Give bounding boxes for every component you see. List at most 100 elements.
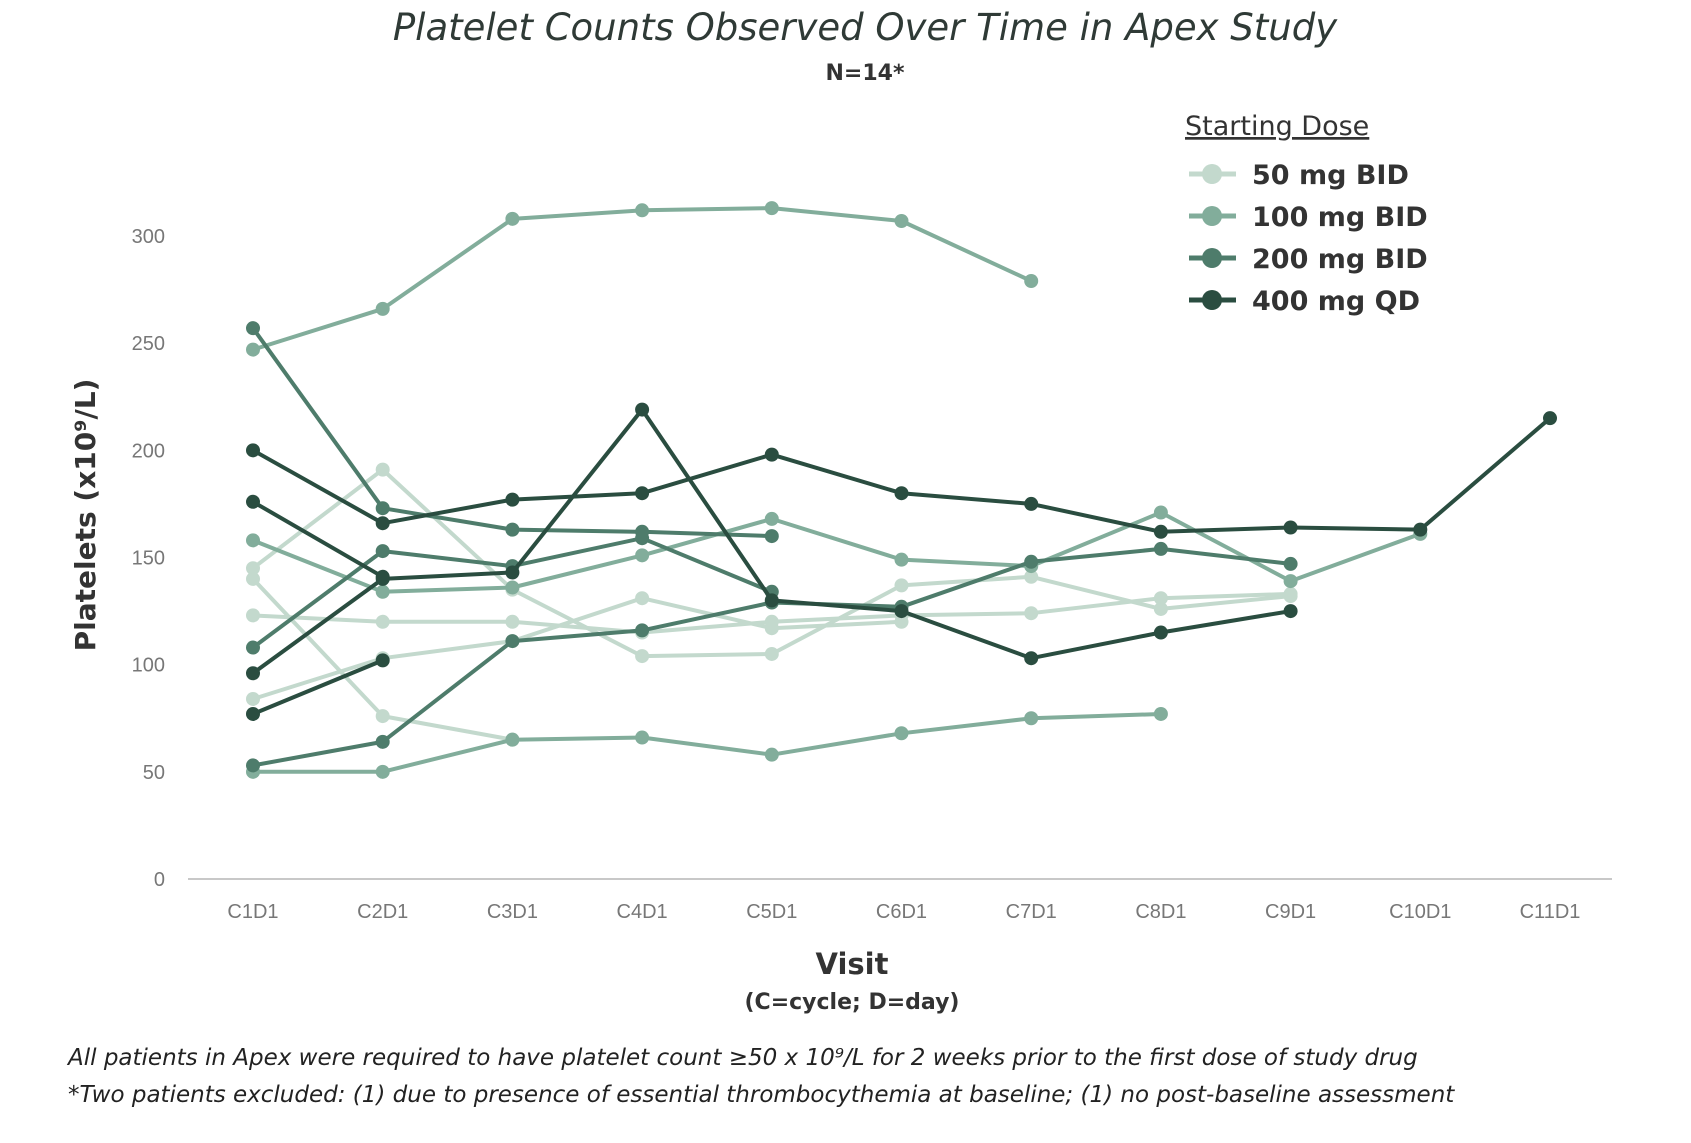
data-point — [764, 447, 779, 462]
data-point — [505, 732, 520, 747]
data-point — [246, 758, 260, 773]
data-point — [894, 213, 909, 228]
x-axis-label: Visit — [816, 947, 889, 981]
data-point — [505, 522, 520, 537]
data-point — [505, 211, 520, 226]
data-point — [1283, 604, 1298, 619]
data-point — [375, 516, 390, 531]
data-point — [1024, 711, 1039, 726]
data-point — [375, 614, 390, 629]
data-point — [635, 730, 650, 745]
series-13 — [246, 402, 1298, 681]
series-12 — [246, 494, 390, 584]
x-axis-sublabel: (C=cycle; D=day) — [745, 990, 960, 1015]
data-point — [375, 653, 390, 668]
data-point — [246, 533, 260, 548]
legend-item: 200 mg BID — [1189, 244, 1428, 275]
data-point — [246, 494, 260, 509]
legend-label: 100 mg BID — [1252, 202, 1428, 233]
series-5 — [246, 201, 1039, 357]
data-point — [1283, 556, 1298, 571]
legend-label: 200 mg BID — [1252, 244, 1428, 275]
legend-label: 400 mg QD — [1252, 286, 1420, 317]
data-point — [246, 691, 260, 706]
x-tick-label: C4D1 — [617, 901, 668, 923]
data-point — [375, 584, 390, 599]
data-point — [505, 580, 520, 595]
data-point — [1153, 505, 1168, 520]
data-point — [1413, 522, 1428, 537]
data-point — [635, 649, 650, 664]
data-point — [894, 552, 909, 567]
legend-title: Starting Dose — [1185, 111, 1369, 142]
data-point — [375, 462, 390, 477]
x-tick-label: C3D1 — [487, 901, 538, 923]
data-point — [246, 666, 260, 681]
series-line — [251, 596, 904, 701]
legend-item: 400 mg QD — [1189, 286, 1420, 317]
data-point — [764, 621, 779, 636]
data-point — [246, 706, 260, 721]
data-point — [1153, 706, 1168, 721]
y-tick-label: 200 — [132, 440, 165, 462]
legend-swatch-marker — [1202, 290, 1222, 310]
data-point — [635, 203, 650, 218]
data-point — [375, 501, 390, 516]
data-point — [505, 614, 520, 629]
series-line — [251, 416, 1552, 534]
footnote-requirement: All patients in Apex were required to ha… — [68, 1045, 1418, 1071]
data-point — [635, 486, 650, 501]
data-point — [1283, 586, 1298, 601]
data-point — [1153, 591, 1168, 606]
x-tick-label: C8D1 — [1135, 901, 1186, 923]
data-point — [505, 565, 520, 580]
data-point — [1543, 411, 1557, 426]
data-point — [1153, 541, 1168, 556]
data-point — [1024, 606, 1039, 621]
data-point — [246, 443, 260, 458]
series-lines — [246, 201, 1557, 779]
series-6 — [246, 505, 1428, 599]
series-line — [251, 658, 385, 716]
data-point — [1024, 274, 1039, 289]
data-point — [894, 486, 909, 501]
series-8 — [246, 321, 779, 544]
data-point — [1283, 574, 1298, 589]
chart-subtitle: N=14* — [826, 61, 905, 86]
data-point — [1024, 496, 1039, 511]
footnotes: All patients in Apex were required to ha… — [68, 1040, 1668, 1114]
x-tick-label: C5D1 — [746, 901, 797, 923]
data-point — [246, 640, 260, 655]
y-tick-label: 150 — [132, 548, 165, 570]
data-point — [894, 604, 909, 619]
data-point — [635, 591, 650, 606]
data-point — [505, 492, 520, 507]
data-point — [1024, 554, 1039, 569]
data-point — [764, 511, 779, 526]
data-point — [375, 301, 390, 316]
data-point — [894, 726, 909, 741]
series-11 — [246, 411, 1557, 539]
axes: 0 50 100 150 200 250 300 C1D1 C2D1 C3D1 C4D1 C5D1 C6… — [132, 226, 1612, 923]
data-point — [764, 201, 779, 216]
data-point — [635, 531, 650, 546]
legend-label: 50 mg BID — [1252, 160, 1409, 191]
data-point — [635, 548, 650, 563]
data-point — [246, 571, 260, 586]
data-point — [1024, 569, 1039, 584]
x-tick-label: C10D1 — [1389, 901, 1451, 923]
series-line — [251, 712, 1163, 774]
data-point — [375, 571, 390, 586]
data-point — [375, 734, 390, 749]
legend-item: 100 mg BID — [1189, 202, 1428, 233]
data-point — [764, 593, 779, 608]
y-axis-label: Platelets (x10⁹/L) — [69, 379, 102, 652]
legend-swatch-marker — [1202, 164, 1222, 184]
legend-swatch-marker — [1202, 248, 1222, 268]
data-point — [246, 561, 260, 576]
data-point — [764, 646, 779, 661]
x-tick-label: C1D1 — [227, 901, 278, 923]
data-point — [764, 529, 779, 544]
y-tick-label: 250 — [132, 333, 165, 355]
